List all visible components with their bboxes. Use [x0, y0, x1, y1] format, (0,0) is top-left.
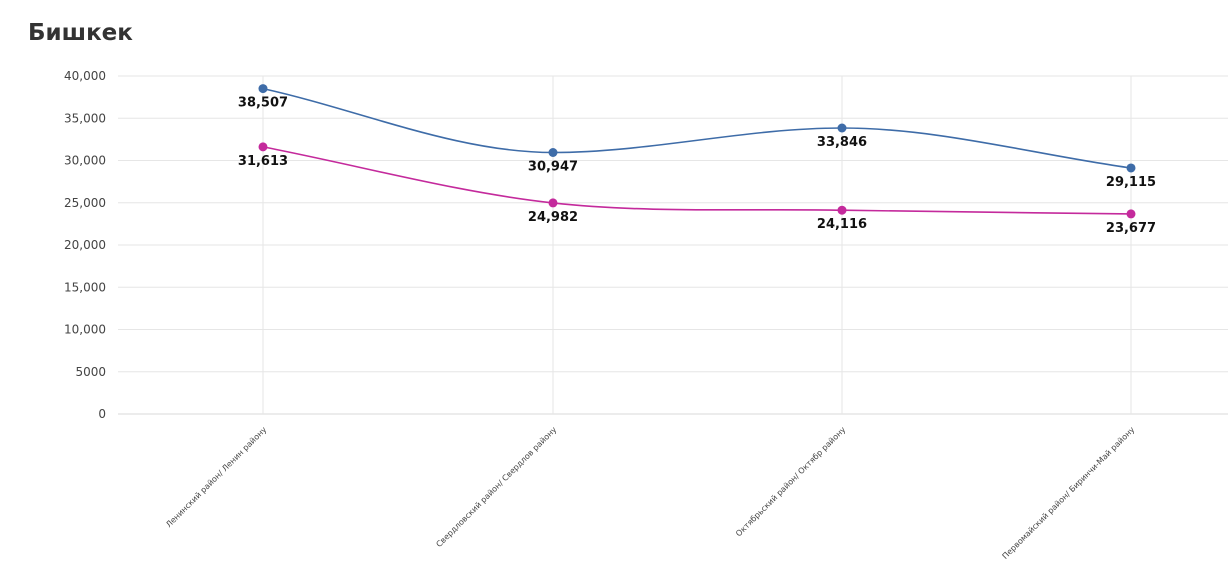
data-label: 31,613 [238, 154, 288, 169]
series-line-1 [262, 87, 1132, 169]
chart-title: Бишкек [28, 20, 133, 46]
data-point [258, 142, 268, 152]
y-tick-label: 30,000 [64, 154, 106, 168]
y-tick-label: 25,000 [64, 196, 106, 210]
data-label: 24,116 [817, 217, 867, 232]
data-label: 30,947 [528, 159, 578, 174]
data-labels: 38,507 30,947 33,846 29,115 31,613 24,982 24,1… [238, 96, 1156, 236]
data-label: 24,982 [528, 210, 578, 225]
y-tick-label: 15,000 [64, 280, 106, 294]
x-tick-label: Свердловский район/ Свердлов району [434, 425, 558, 549]
data-label: 23,677 [1106, 221, 1156, 236]
x-tick-label: Октябрьский район/ Октябр району [734, 425, 847, 538]
data-point [1126, 163, 1136, 173]
x-tick-label: Ленинский район/ Ленин району [164, 425, 268, 529]
data-point [258, 84, 268, 94]
x-axis-ticks: Ленинский район/ Ленин району Свердловски… [164, 425, 1136, 561]
data-point [548, 147, 558, 157]
data-point [837, 123, 847, 133]
y-tick-label: 10,000 [64, 323, 106, 337]
y-tick-label: 5000 [75, 365, 106, 379]
data-point [1126, 209, 1136, 219]
y-tick-label: 40,000 [64, 69, 106, 83]
y-tick-label: 35,000 [64, 111, 106, 125]
data-label: 29,115 [1106, 175, 1156, 190]
x-tick-label: Первомайский район/ Биринчи-Май району [1001, 425, 1137, 561]
series-lines [262, 87, 1132, 215]
grid [118, 75, 1228, 415]
series-line-2 [262, 146, 1132, 215]
data-point [548, 198, 558, 208]
y-tick-label: 20,000 [64, 238, 106, 252]
y-axis-ticks: 0 5000 10,000 15,000 20,000 25,000 30,000 35,00… [64, 69, 106, 421]
data-label: 33,846 [817, 135, 867, 150]
data-label: 38,507 [238, 96, 288, 111]
y-tick-label: 0 [98, 407, 106, 421]
data-point [837, 205, 847, 215]
data-points [258, 84, 1136, 219]
